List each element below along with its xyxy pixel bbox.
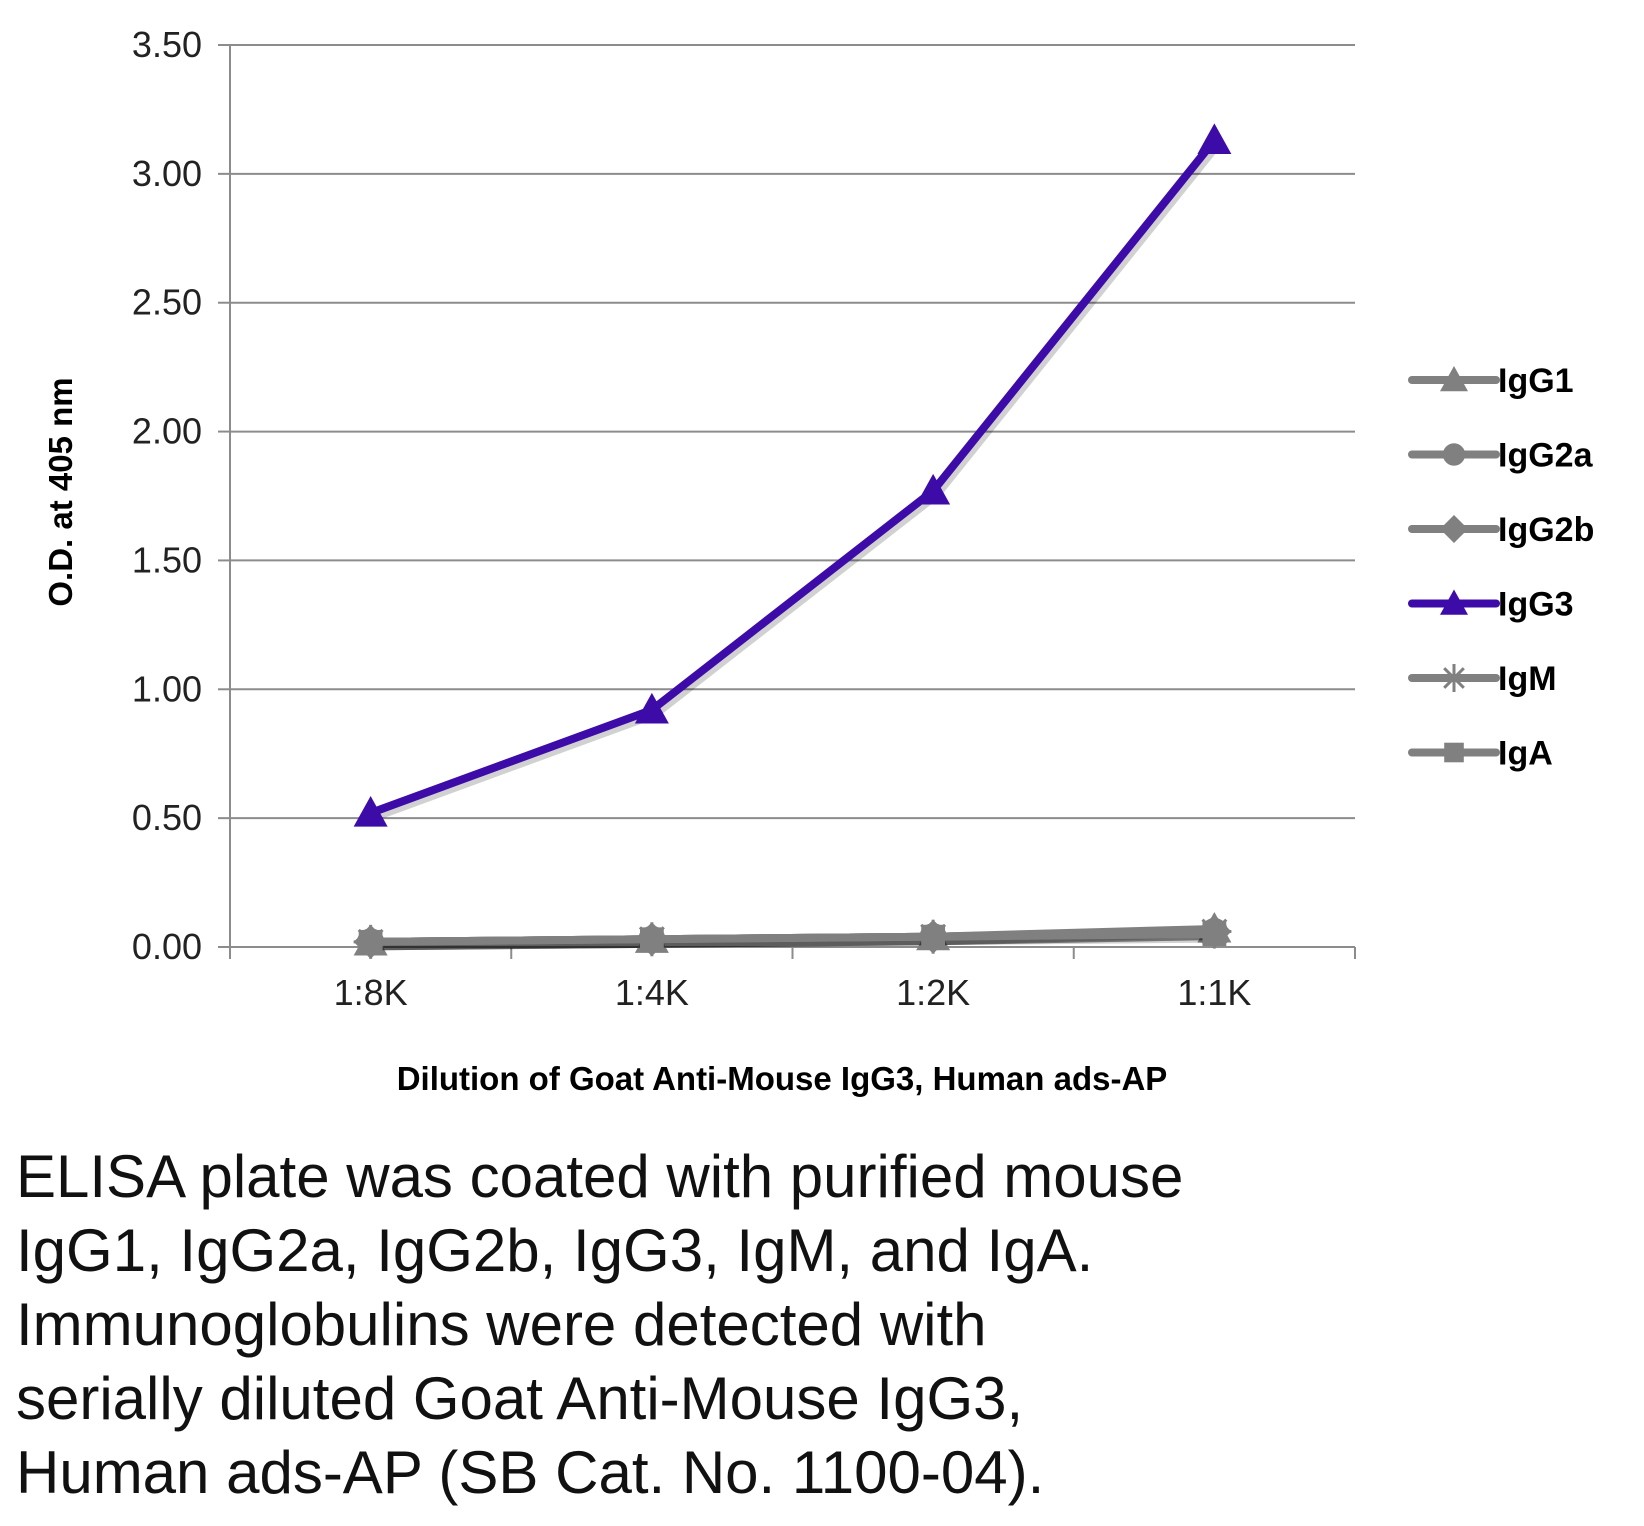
legend-label-igg2a: IgG2a	[1498, 437, 1594, 475]
data-point-igg3	[1197, 123, 1232, 154]
series-line-iga	[366, 930, 1219, 946]
legend-label-igg3: IgG3	[1498, 586, 1574, 624]
data-point-iga	[921, 924, 946, 949]
y-axis-title: O.D. at 405 nm	[42, 377, 79, 606]
x-axis-title: Dilution of Goat Anti-Mouse IgG3, Human …	[397, 1060, 1168, 1097]
data-point-iga	[639, 927, 664, 952]
series-line-igg3	[366, 136, 1219, 817]
data-point-igg3	[634, 692, 669, 724]
legend-marker-iga	[1444, 742, 1464, 763]
x-tick-label: 1:1K	[1177, 972, 1251, 1013]
y-tick-label: 0.50	[132, 797, 202, 838]
data-point-igg3	[916, 473, 951, 505]
caption-line: serially diluted Goat Anti-Mouse IgG3,	[16, 1365, 1024, 1432]
legend-item-igg2b: IgG2b	[1408, 511, 1594, 549]
series-shadow	[373, 933, 1218, 951]
y-tick-label: 0.00	[132, 926, 202, 967]
y-tick-label: 3.50	[132, 24, 202, 65]
caption-line: Human ads-AP (SB Cat. No. 1100-04).	[16, 1439, 1045, 1506]
series-shadow	[372, 141, 1221, 822]
data-point-iga	[1202, 922, 1227, 947]
axes: 0.00 0.50 1.00 1.50 2.00 2.50 3.00 3.50 1:8K 1:4K…	[132, 24, 1356, 1013]
caption-line: Immunoglobulins were detected with	[16, 1291, 987, 1358]
caption-line: IgG1, IgG2a, IgG2b, IgG3, IgM, and IgA.	[16, 1217, 1094, 1284]
data-point-iga	[358, 929, 383, 954]
legend-marker-igm	[1440, 664, 1468, 692]
gridlines	[230, 44, 1355, 820]
y-tick-label: 3.00	[132, 153, 202, 194]
x-tick-label: 1:2K	[896, 972, 970, 1013]
legend-label-iga: IgA	[1498, 735, 1553, 773]
caption-line: ELISA plate was coated with purified mou…	[16, 1143, 1184, 1210]
legend-item-igg3: IgG3	[1408, 586, 1574, 624]
x-tick-label: 1:8K	[334, 972, 408, 1013]
y-tick-label: 1.50	[132, 539, 202, 580]
legend-item-igm: IgM	[1408, 660, 1557, 698]
y-tick-label: 2.50	[132, 282, 202, 323]
legend-marker-igg3	[1440, 589, 1468, 615]
legend-item-igg2a: IgG2a	[1408, 437, 1594, 475]
legend-item-igg1: IgG1	[1408, 362, 1574, 400]
figure-caption: ELISA plate was coated with purified mou…	[16, 1140, 1616, 1510]
legend-item-iga: IgA	[1408, 735, 1553, 773]
legend-marker-igg2a	[1442, 443, 1466, 466]
data-point-igg3	[353, 795, 388, 827]
elisa-line-chart: 0.00 0.50 1.00 1.50 2.00 2.50 3.00 3.50 1:8K 1:4K…	[42, 24, 1594, 1097]
y-tick-label: 1.00	[132, 668, 202, 709]
y-tick-label: 2.00	[132, 411, 202, 452]
legend-marker-igg1	[1440, 366, 1468, 392]
legend-label-igg1: IgG1	[1498, 362, 1574, 400]
marker-stroke	[1443, 667, 1465, 689]
x-tick-label: 1:4K	[615, 972, 689, 1013]
legend-label-igg2b: IgG2b	[1498, 511, 1594, 549]
legend-marker-igg2b	[1440, 515, 1468, 543]
series-iga	[358, 922, 1227, 954]
legend-label-igm: IgM	[1498, 660, 1557, 698]
legend: IgG1 IgG2a IgG2b IgG3 IgM IgA	[1408, 362, 1594, 773]
series-lines	[353, 123, 1232, 959]
series-igg3	[353, 123, 1232, 827]
